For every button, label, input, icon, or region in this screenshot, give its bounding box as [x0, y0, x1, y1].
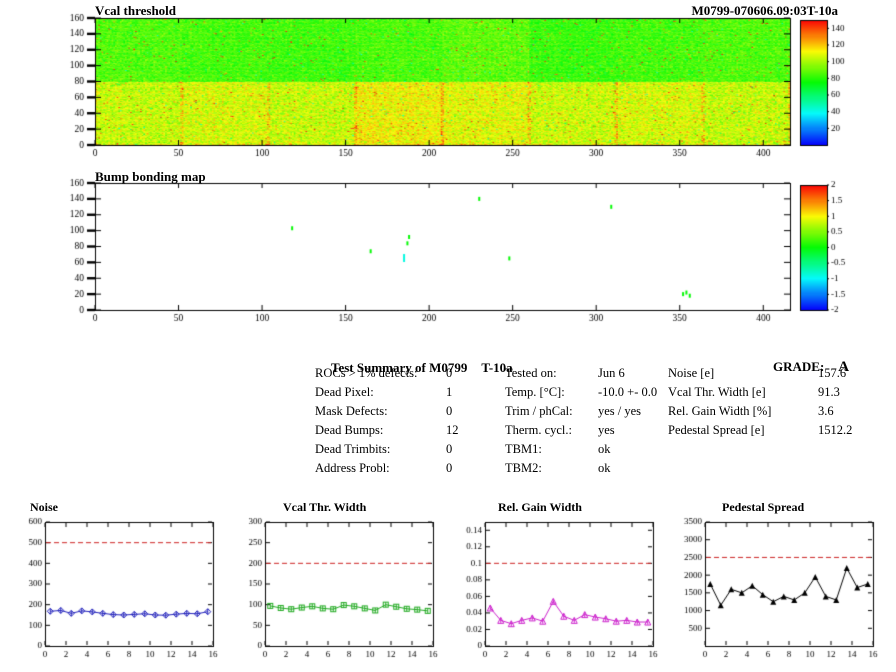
noise-plot-title: Noise: [30, 500, 58, 514]
condition-value: ok: [598, 442, 611, 456]
condition-value: ok: [598, 461, 611, 475]
defect-label: Dead Bumps:: [315, 423, 384, 437]
conditions-column: Tested on: Jun 6 Temp. [°C]: -10.0 +- 0.0 …: [505, 364, 657, 478]
summary-row: Trim / phCal: yes / yes: [505, 402, 657, 421]
summary-row: Pedestal Spread [e] 1512.2: [668, 421, 852, 440]
condition-label: Therm. cycl.:: [505, 423, 572, 437]
defect-value: 0: [446, 461, 453, 475]
result-value: 157.6: [818, 366, 847, 380]
defect-label: Dead Trimbits:: [315, 442, 391, 456]
vcal-threshold-heatmap-canvas: [0, 0, 896, 168]
condition-label: Temp. [°C]:: [505, 385, 565, 399]
defect-label: Dead Pixel:: [315, 385, 374, 399]
result-value: 3.6: [818, 404, 834, 418]
summary-row: ROCs > 1% defects: 0: [315, 364, 459, 383]
summary-row: Dead Pixel: 1: [315, 383, 459, 402]
condition-value: Jun 6: [598, 366, 625, 380]
result-label: Rel. Gain Width [%]: [668, 404, 772, 418]
rel-gain-width-per-roc-chart: [445, 514, 663, 666]
vcal-width-per-roc-chart: [225, 514, 443, 666]
bump-bonding-map-canvas: [0, 168, 896, 330]
summary-row: Temp. [°C]: -10.0 +- 0.0: [505, 383, 657, 402]
pedestal-spread-per-roc-chart: [665, 514, 883, 666]
bump-plot-title: Bump bonding map: [95, 169, 206, 184]
result-label: Pedestal Spread [e]: [668, 423, 765, 437]
defect-label: ROCs > 1% defects:: [315, 366, 418, 380]
summary-module-type: T-10a: [481, 360, 513, 375]
grade: GRADE: A: [757, 340, 849, 394]
vcal-width-plot-title: Vcal Thr. Width: [283, 500, 367, 514]
noise-per-roc-chart: [5, 514, 223, 666]
grade-label: GRADE:: [773, 359, 825, 374]
pedestal-spread-plot-title: Pedestal Spread: [722, 500, 805, 514]
result-value: 91.3: [818, 385, 840, 399]
condition-value: yes: [598, 423, 615, 437]
condition-label: Tested on:: [505, 366, 557, 380]
condition-value: yes / yes: [598, 404, 642, 418]
defect-value: 1: [446, 385, 453, 399]
summary-row: TBM2: ok: [505, 459, 657, 478]
grade-value: A: [838, 359, 850, 375]
rel-gain-width-plot-title: Rel. Gain Width: [498, 500, 582, 514]
summary-row: Therm. cycl.: yes: [505, 421, 657, 440]
summary-row: Vcal Thr. Width [e] 91.3: [668, 383, 852, 402]
module-run-id: M0799-070606.09:03T-10a: [691, 3, 839, 18]
summary-row: Address Probl: 0: [315, 459, 459, 478]
results-column: Noise [e] 157.6 Vcal Thr. Width [e] 91.3 R…: [668, 364, 852, 440]
defect-label: Mask Defects:: [315, 404, 388, 418]
summary-row: Rel. Gain Width [%] 3.6: [668, 402, 852, 421]
condition-value: -10.0 +- 0.0: [598, 385, 658, 399]
result-label: Noise [e]: [668, 366, 715, 380]
defect-value: 0: [446, 366, 453, 380]
condition-label: Trim / phCal:: [505, 404, 573, 418]
result-label: Vcal Thr. Width [e]: [668, 385, 766, 399]
summary-row: Dead Trimbits: 0: [315, 440, 459, 459]
summary-row: TBM1: ok: [505, 440, 657, 459]
defect-value: 0: [446, 404, 453, 418]
condition-label: TBM2:: [505, 461, 542, 475]
summary-row: Tested on: Jun 6: [505, 364, 657, 383]
defects-column: ROCs > 1% defects: 0 Dead Pixel: 1 Mask De…: [315, 364, 459, 478]
vcal-plot-title: Vcal threshold: [95, 3, 177, 18]
defect-value: 12: [446, 423, 459, 437]
condition-label: TBM1:: [505, 442, 542, 456]
summary-header: Test Summary of M0799 T-10a: [315, 341, 513, 395]
summary-row: Dead Bumps: 12: [315, 421, 459, 440]
defect-label: Address Probl:: [315, 461, 390, 475]
summary-row: Mask Defects: 0: [315, 402, 459, 421]
defect-value: 0: [446, 442, 453, 456]
summary-row: Noise [e] 157.6: [668, 364, 852, 383]
result-value: 1512.2: [818, 423, 853, 437]
summary-title: Test Summary of M0799: [331, 360, 468, 375]
